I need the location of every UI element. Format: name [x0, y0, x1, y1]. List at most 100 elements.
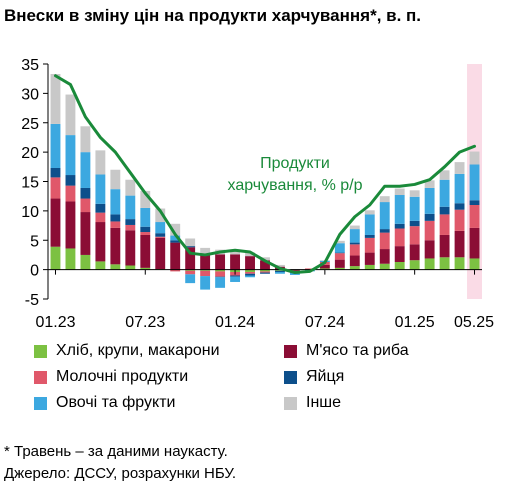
- bar-segment: [394, 223, 405, 229]
- bar-segment: [185, 269, 196, 271]
- bar-segment: [409, 196, 420, 221]
- bar-segment: [65, 94, 76, 136]
- bar-segment: [260, 271, 270, 273]
- bar-segment: [424, 213, 435, 221]
- stacked-bars: [50, 73, 480, 290]
- bar-segment: [95, 222, 106, 262]
- bar-segment: [185, 274, 196, 284]
- bar-segment: [469, 227, 480, 259]
- x-tick-label: 07.24: [305, 314, 345, 331]
- bar-segment: [125, 219, 136, 225]
- bar-segment: [185, 246, 196, 248]
- legend-swatch-dairy: [34, 370, 47, 384]
- y-tick-label: 25: [21, 116, 39, 133]
- bar-segment: [364, 264, 375, 270]
- bar-segment: [110, 214, 121, 222]
- bar-segment: [334, 253, 345, 260]
- bar-segment: [215, 271, 226, 277]
- footnote-note: * Травень – за даними наукасту.: [4, 443, 228, 460]
- legend-swatch-other: [284, 396, 297, 410]
- footnote: * Травень – за даними наукасту. Джерело:…: [4, 441, 236, 485]
- bar-segment: [155, 222, 166, 234]
- bar-segment: [95, 212, 106, 223]
- bar-segment: [424, 258, 435, 270]
- bar-segment: [424, 220, 435, 241]
- bar-segment: [185, 238, 196, 247]
- bar-segment: [409, 226, 420, 245]
- footnote-source: Джерело: ДССУ, розрахунки НБУ.: [4, 465, 237, 482]
- bar-segment: [334, 240, 345, 244]
- bar-segment: [215, 269, 226, 272]
- bar-segment: [364, 237, 375, 253]
- bar-segment: [185, 247, 196, 270]
- legend-item-bread: Хліб, крупи, макарони: [34, 342, 220, 360]
- bar-segment: [80, 254, 91, 270]
- bar-segment: [185, 270, 196, 275]
- y-tick-label: -5: [25, 292, 39, 309]
- y-tick-label: 15: [21, 175, 39, 192]
- bar-segment: [65, 248, 76, 270]
- y-tick-label: 10: [21, 204, 39, 221]
- bar-segment: [379, 249, 390, 264]
- bar-segment: [469, 205, 480, 228]
- bar-segment: [80, 198, 91, 213]
- legend-label-dairy: Молочні продукти: [56, 368, 189, 385]
- bar-segment: [125, 224, 136, 231]
- legend-label-eggs: Яйця: [306, 368, 345, 385]
- bar-segment: [424, 180, 435, 188]
- bar-segment: [230, 254, 241, 270]
- bar-segment: [170, 240, 181, 243]
- legend-item-eggs: Яйця: [284, 368, 344, 386]
- y-tick-label: 35: [21, 57, 39, 74]
- legend-swatch-vegetables: [34, 396, 47, 410]
- legend-label-other: Інше: [306, 394, 342, 411]
- bar-segment: [200, 247, 211, 254]
- x-tick-labels: 01.23 07.23 01.24 07.24 01.25 05.25: [35, 314, 494, 331]
- bar-segment: [304, 268, 315, 270]
- bar-segment: [364, 214, 375, 235]
- bar-segment: [275, 271, 285, 274]
- bar-segment: [275, 269, 285, 271]
- bar-segment: [230, 251, 241, 255]
- bar-segment: [454, 162, 465, 174]
- bar-segment: [80, 126, 91, 153]
- bar-segment: [215, 276, 226, 278]
- line-annotation-line1: Продукти: [260, 155, 330, 172]
- bar-segment: [110, 189, 121, 215]
- x-tick-label: 01.23: [35, 314, 75, 331]
- bar-segment: [379, 229, 390, 233]
- bar-segment: [349, 242, 360, 245]
- y-tick-label: 0: [30, 263, 39, 280]
- bar-segment: [245, 275, 255, 278]
- y-tick-label: 30: [21, 86, 39, 103]
- bar-segment: [289, 270, 300, 272]
- bar-segment: [454, 173, 465, 204]
- legend-label-meat: М'ясо та риба: [306, 342, 409, 359]
- bar-segment: [155, 236, 166, 238]
- bar-segment: [349, 255, 360, 267]
- bar-segment: [409, 244, 420, 261]
- bar-segment: [379, 196, 390, 203]
- bar-segment: [394, 261, 405, 270]
- bar-segment: [110, 169, 121, 190]
- bar-segment: [170, 269, 181, 272]
- bar-segment: [245, 273, 255, 276]
- bar-segment: [245, 252, 255, 257]
- bar-segment: [95, 150, 106, 175]
- bar-segment: [275, 264, 285, 267]
- bar-segment: [95, 261, 106, 270]
- bar-segment: [200, 254, 211, 270]
- bar-segment: [50, 246, 61, 270]
- bar-segment: [50, 73, 61, 124]
- bar-segment: [245, 256, 255, 270]
- bar-segment: [454, 203, 465, 210]
- bar-segment: [439, 179, 450, 207]
- bar-segment: [170, 223, 181, 236]
- y-tick-label: 20: [21, 145, 39, 162]
- bar-segment: [110, 221, 121, 228]
- bar-segment: [200, 276, 211, 290]
- bar-segment: [245, 269, 255, 272]
- bar-segment: [469, 258, 480, 270]
- bar-segment: [424, 187, 435, 214]
